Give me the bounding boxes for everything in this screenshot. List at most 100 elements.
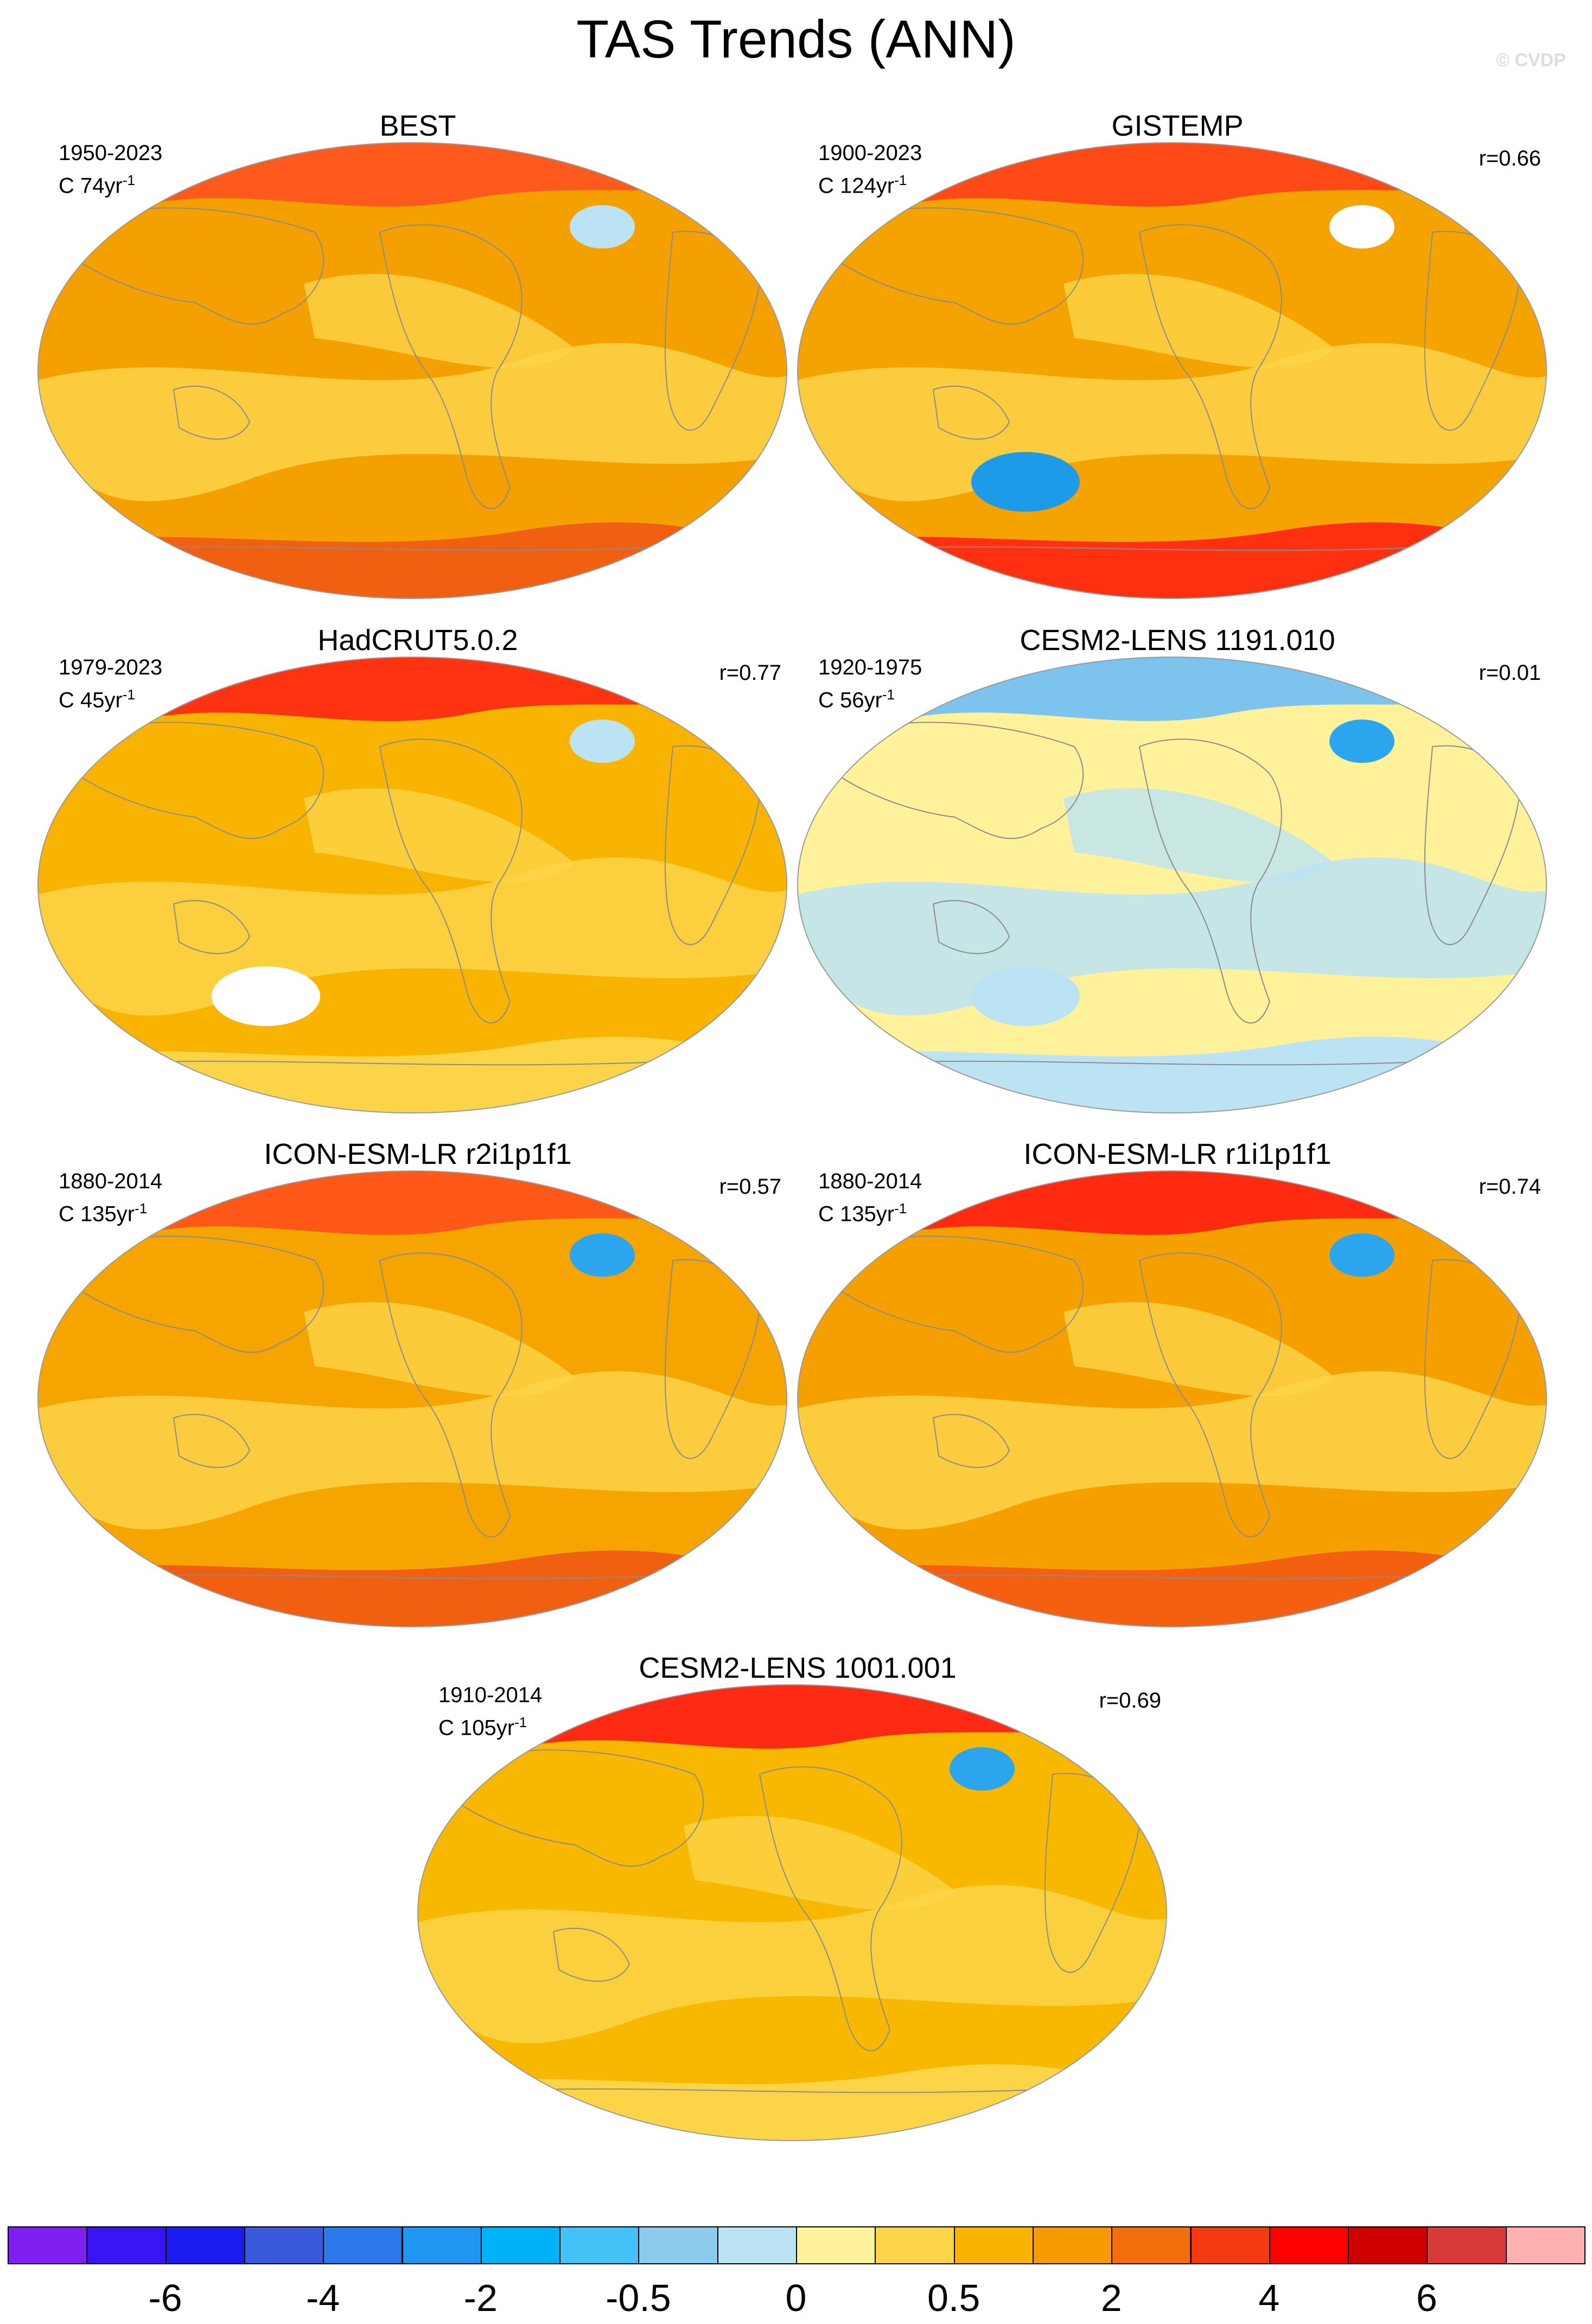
panel-correlation: r=0.74	[1479, 1175, 1541, 1199]
trend-band	[418, 1885, 1167, 2043]
anomaly-patch	[212, 966, 320, 1026]
trend-band	[304, 1302, 575, 1396]
panel-units: C 135yr-1	[59, 1195, 147, 1227]
panel-units-exponent: -1	[894, 172, 907, 188]
colorbar-swatch	[480, 2226, 561, 2264]
arctic-region	[798, 143, 1546, 213]
trend-field	[418, 1685, 1167, 2141]
trend-band	[798, 343, 1546, 501]
coastline	[835, 207, 1084, 325]
colorbar-swatch	[8, 2226, 88, 2264]
coastline	[932, 1413, 1010, 1468]
panel-units-prefix: C 56yr	[818, 688, 882, 712]
colorbar-tick-label: 4	[1258, 2277, 1280, 2319]
trend-band	[798, 1371, 1546, 1530]
colorbar-swatch	[875, 2226, 955, 2264]
trend-field	[38, 1171, 787, 1627]
panel-units-exponent: -1	[122, 172, 135, 188]
colorbar-swatch	[796, 2226, 876, 2264]
coastline	[932, 385, 1010, 440]
coastline	[835, 722, 1084, 839]
coastline	[75, 722, 324, 839]
map-projection	[797, 1170, 1548, 1627]
anomaly-patch	[570, 205, 635, 249]
coastline	[1138, 738, 1282, 1024]
trend-band	[1064, 1302, 1335, 1396]
colorbar-swatch	[953, 2226, 1034, 2264]
anomaly-patch	[570, 720, 635, 763]
colorbar-swatch	[1190, 2226, 1270, 2264]
colorbar-swatch	[1505, 2226, 1585, 2264]
colorbar-swatch	[1348, 2226, 1428, 2264]
panel-correlation: r=0.01	[1479, 661, 1541, 685]
coastline	[932, 900, 1010, 954]
trend-band	[304, 273, 575, 368]
anomaly-patch	[971, 452, 1080, 512]
coastline	[173, 385, 251, 440]
colorbar-tick-label: 0	[785, 2277, 807, 2319]
colorbar-swatch	[165, 2226, 245, 2264]
panel-title: ICON-ESM-LR r2i1p1f1	[264, 1138, 572, 1170]
coastline	[835, 1236, 1084, 1353]
map-border	[797, 142, 1548, 599]
trend-field	[798, 657, 1546, 1113]
coastline	[75, 207, 324, 325]
anomaly-patch	[1329, 720, 1394, 763]
panel-title: BEST	[379, 110, 456, 142]
map-panel: CESM2-LENS 1191.010 1920-1975 C 56yr-1 r=0.…	[792, 623, 1563, 1133]
arctic-region	[418, 1685, 1167, 1755]
colorbar-tick-label: -0.5	[606, 2277, 671, 2319]
panel-title: CESM2-LENS 1191.010	[1020, 624, 1335, 657]
colorbar-swatch	[1111, 2226, 1192, 2264]
coastline	[173, 1413, 251, 1468]
colorbar-swatch	[1269, 2226, 1349, 2264]
trend-band	[798, 857, 1546, 1016]
colorbar-swatch	[1032, 2226, 1113, 2264]
panel-correlation: r=0.69	[1099, 1689, 1161, 1712]
map-border	[797, 657, 1548, 1113]
trend-band	[684, 1816, 955, 1910]
trend-field	[38, 657, 787, 1113]
colorbar-tick-label: -4	[306, 2277, 340, 2319]
anomaly-patch	[1329, 205, 1394, 249]
trend-band	[1064, 273, 1335, 368]
colorbar-swatch	[402, 2226, 482, 2264]
trend-field	[38, 143, 787, 598]
map-panel: ICON-ESM-LR r1i1p1f1 1880-2014 C 135yr-1 r=…	[792, 1137, 1563, 1647]
colorbar-tick-label: 6	[1416, 2277, 1437, 2319]
map-panel: CESM2-LENS 1001.001 1910-2014 C 105yr-1 r=0…	[412, 1651, 1183, 2161]
panel-units-exponent: -1	[894, 1200, 907, 1217]
coastline	[1138, 224, 1282, 510]
map-panel: ICON-ESM-LR r2i1p1f1 1880-2014 C 135yr-1 r=…	[33, 1137, 803, 1647]
coastline	[552, 1927, 631, 1982]
panel-period: 1950-2023	[59, 141, 163, 165]
panel-units: C 135yr-1	[818, 1195, 907, 1227]
colorbar-tick-label: -2	[463, 2277, 498, 2319]
arctic-region	[38, 657, 787, 727]
coastline	[759, 1766, 902, 2052]
panel-period: 1880-2014	[59, 1169, 163, 1193]
panel-period: 1900-2023	[818, 141, 922, 165]
colorbar-tick-label: 2	[1100, 2277, 1122, 2319]
panel-units: C 45yr-1	[59, 682, 135, 713]
panel-title: HadCRUT5.0.2	[317, 624, 518, 657]
map-projection	[37, 142, 788, 599]
colorbar-swatch	[323, 2226, 403, 2264]
map-projection	[797, 657, 1548, 1113]
arctic-region	[38, 143, 787, 213]
panel-period: 1920-1975	[818, 655, 922, 679]
trend-field	[798, 1171, 1546, 1627]
coastline	[1138, 1252, 1282, 1538]
colorbar	[8, 2226, 1585, 2270]
panel-units-exponent: -1	[882, 686, 895, 703]
panel-correlation: r=0.77	[719, 661, 781, 685]
map-projection	[37, 657, 788, 1113]
panel-units-prefix: C 135yr	[818, 1202, 895, 1226]
panel-units: C 105yr-1	[438, 1709, 527, 1741]
coastline	[173, 900, 251, 954]
anomaly-patch	[570, 1233, 635, 1277]
colorbar-swatch	[717, 2226, 797, 2264]
trend-field	[798, 143, 1546, 598]
panel-title: CESM2-LENS 1001.001	[639, 1652, 957, 1684]
coastline	[455, 1749, 704, 1867]
